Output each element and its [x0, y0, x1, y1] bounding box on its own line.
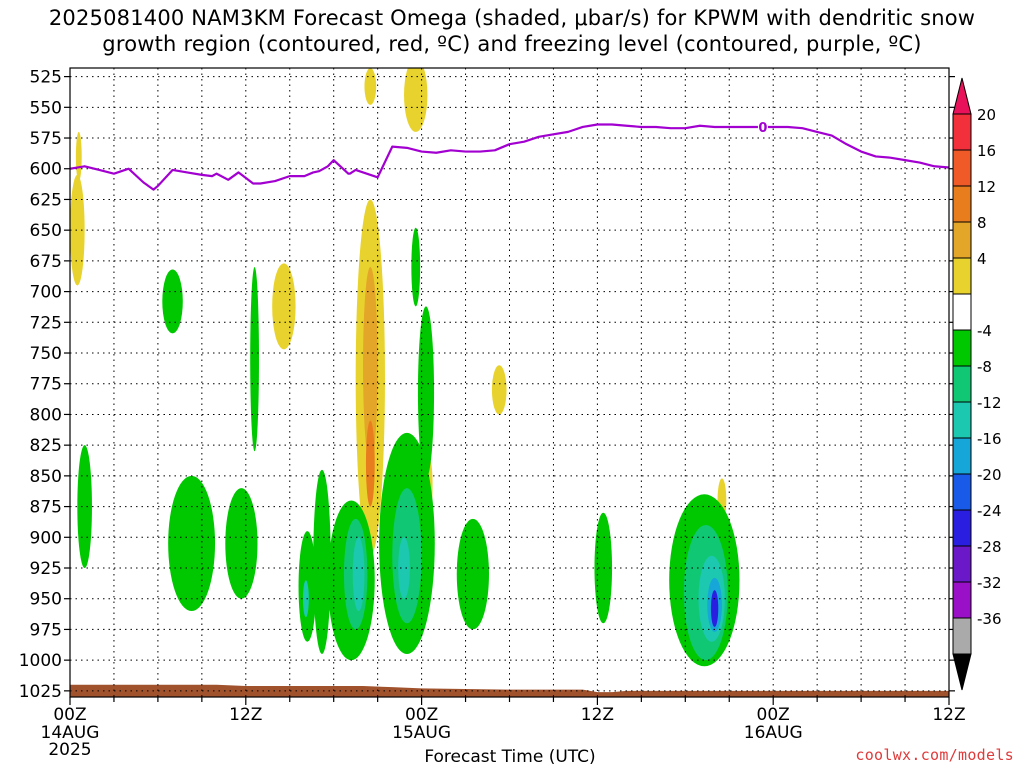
colorbar-label-2: 12 — [977, 178, 996, 196]
y-tick-label-650: 650 — [30, 221, 62, 241]
omega-region-14 — [168, 475, 216, 612]
axes: 525 550 575 600 625 650 675 700 725 750 775 800 825 8… — [19, 68, 966, 760]
plot-area — [70, 68, 949, 697]
x-tick-date-2: 15AUG — [392, 723, 451, 743]
x-tick-date-0: 14AUG — [41, 723, 100, 743]
colorbar-label-3: 8 — [977, 214, 987, 232]
y-tick-label-825: 825 — [30, 436, 62, 456]
colorbar-label-12: -32 — [977, 574, 1002, 592]
x-tick-label-2: 00Z — [405, 705, 438, 725]
y-tick-label-550: 550 — [30, 98, 62, 118]
x-tick-date-4: 16AUG — [744, 723, 803, 743]
omega-region-13 — [250, 267, 259, 452]
colorbar-label-1: 16 — [977, 142, 996, 160]
omega-region-5 — [491, 365, 507, 415]
x-tick-year-0: 2025 — [48, 740, 91, 760]
colorbar-swatch-15 — [952, 617, 972, 655]
y-tick-label-1000: 1000 — [19, 651, 62, 671]
omega-region-17 — [313, 469, 331, 655]
y-tick-label-575: 575 — [30, 129, 62, 149]
freezing-label-bg — [757, 119, 768, 133]
colorbar-swatch-1 — [952, 113, 972, 151]
colorbar-swatch-5 — [952, 257, 972, 295]
omega-region-21 — [411, 227, 421, 307]
y-tick-label-925: 925 — [30, 559, 62, 579]
colorbar-swatch-14 — [952, 581, 972, 619]
colorbar: 20 16 12 8 4 -4 -8 -12 -16 -20 -24 -28 -32 -36 — [952, 77, 1002, 691]
omega-region-2 — [364, 68, 377, 105]
colorbar-swatch-11 — [952, 473, 972, 511]
omega-region-32 — [710, 590, 719, 627]
chart-title-line-2: growth region (contoured, red, ºC) and f… — [102, 32, 922, 56]
colorbar-label-11: -28 — [977, 538, 1002, 556]
omega-region-20 — [417, 306, 435, 479]
colorbar-label-5: -4 — [977, 322, 992, 340]
x-tick-label-1: 12Z — [229, 705, 262, 725]
colorbar-bottom-arrow — [952, 653, 972, 691]
colorbar-swatch-12 — [952, 509, 972, 547]
y-tick-label-850: 850 — [30, 467, 62, 487]
colorbar-swatch-6 — [952, 293, 972, 331]
x-tick-label-4: 00Z — [757, 705, 790, 725]
colorbar-label-6: -8 — [977, 358, 992, 376]
colorbar-swatch-9 — [952, 401, 972, 439]
y-tick-label-750: 750 — [30, 344, 62, 364]
x-axis-label: Forecast Time (UTC) — [424, 747, 595, 767]
omega-region-29 — [398, 537, 410, 599]
y-tick-label-700: 700 — [30, 283, 62, 303]
omega-region-8 — [365, 420, 375, 507]
y-tick-label-975: 975 — [30, 620, 62, 640]
colorbar-label-0: 20 — [977, 106, 996, 124]
x-tick-label-5: 12Z — [932, 705, 965, 725]
omega-region-11 — [77, 445, 92, 569]
y-tick-label-725: 725 — [30, 313, 62, 333]
y-tick-label-675: 675 — [30, 252, 62, 272]
omega-region-15 — [225, 488, 258, 599]
chart-title-line-1: 2025081400 NAM3KM Forecast Omega (shaded… — [48, 6, 976, 30]
freezing-level-line — [70, 123, 949, 191]
colorbar-label-8: -16 — [977, 430, 1002, 448]
colorbar-swatch-13 — [952, 545, 972, 583]
y-tick-label-875: 875 — [30, 498, 62, 518]
omega-region-3 — [404, 68, 428, 132]
omega-region-4 — [272, 263, 296, 350]
x-tick-label-0: 00Z — [53, 705, 86, 725]
omega-region-1 — [75, 131, 82, 182]
omega-region-12 — [162, 269, 183, 334]
omega-region-23 — [594, 512, 613, 624]
colorbar-label-13: -36 — [977, 610, 1002, 628]
colorbar-swatch-10 — [952, 437, 972, 475]
y-tick-label-625: 625 — [30, 190, 62, 210]
y-tick-label-1025: 1025 — [19, 682, 62, 702]
freezing-level-label: 0 — [758, 121, 767, 136]
colorbar-swatch-8 — [952, 365, 972, 403]
credit-text: coolwx.com/models — [855, 746, 1014, 764]
colorbar-label-4: 4 — [977, 250, 987, 268]
colorbar-label-7: -12 — [977, 394, 1002, 412]
colorbar-swatch-3 — [952, 185, 972, 223]
omega-region-22 — [456, 518, 489, 630]
grid-lines — [70, 68, 949, 697]
y-tick-label-950: 950 — [30, 590, 62, 610]
colorbar-swatch-4 — [952, 221, 972, 259]
y-tick-label-775: 775 — [30, 375, 62, 395]
y-tick-label-900: 900 — [30, 528, 62, 548]
colorbar-label-10: -24 — [977, 502, 1002, 520]
omega-region-33 — [302, 580, 309, 618]
y-tick-label-800: 800 — [30, 405, 62, 425]
colorbar-top-arrow — [952, 77, 972, 115]
x-tick-label-3: 12Z — [581, 705, 614, 725]
omega-region-0 — [70, 174, 85, 286]
colorbar-swatch-2 — [952, 149, 972, 187]
y-tick-label-525: 525 — [30, 68, 62, 88]
colorbar-label-9: -20 — [977, 466, 1002, 484]
y-tick-label-600: 600 — [30, 160, 62, 180]
colorbar-swatch-7 — [952, 329, 972, 367]
freezing-level-layer: 0 — [70, 119, 949, 191]
omega-region-28 — [352, 537, 365, 612]
